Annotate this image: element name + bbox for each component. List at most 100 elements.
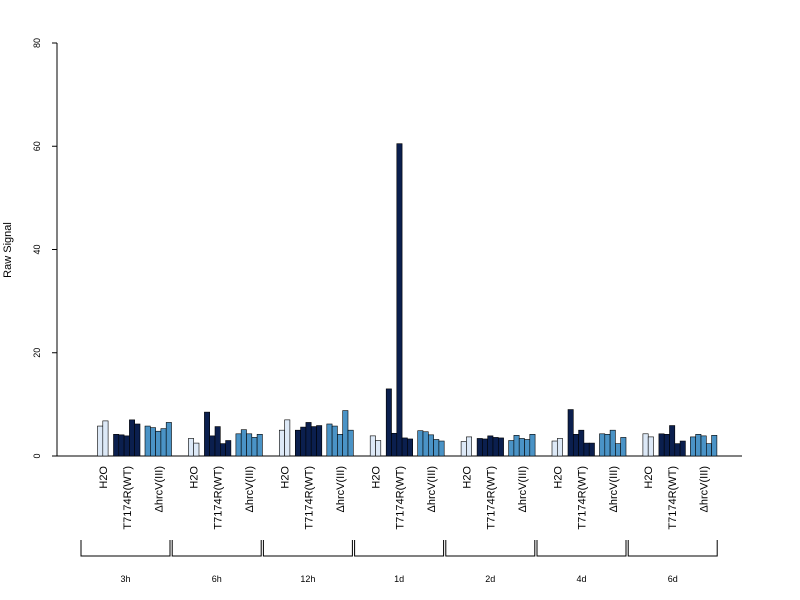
bar xyxy=(118,434,125,457)
bar xyxy=(604,434,611,457)
bar xyxy=(497,437,504,457)
condition-label: ΔhrcV(III) xyxy=(517,466,529,512)
bar xyxy=(375,440,382,457)
bar xyxy=(246,433,253,457)
bar xyxy=(460,441,467,457)
bar xyxy=(305,422,312,457)
y-tick-label: 60 xyxy=(32,141,42,151)
condition-label: T7174R(WT) xyxy=(576,466,588,530)
bar xyxy=(572,434,579,457)
bar xyxy=(150,427,156,457)
condition-label: ΔhrcV(III) xyxy=(426,466,438,512)
y-tick-label: 40 xyxy=(32,244,42,254)
y-axis-label: Raw Signal xyxy=(2,222,14,278)
time-label: 6h xyxy=(212,574,222,584)
condition-label: H2O xyxy=(371,466,383,489)
y-tick-label: 20 xyxy=(32,348,42,358)
bar xyxy=(513,435,520,457)
bar xyxy=(310,426,317,457)
bar xyxy=(529,434,536,457)
time-bracket xyxy=(262,540,353,557)
bar xyxy=(615,443,622,457)
bar xyxy=(695,434,702,457)
bar xyxy=(144,425,151,457)
bar xyxy=(620,437,627,457)
bar xyxy=(417,430,424,457)
time-label: 3h xyxy=(120,574,130,584)
condition-label: ΔhrcV(III) xyxy=(153,466,165,512)
bar xyxy=(369,435,376,457)
bar xyxy=(294,429,301,457)
bar xyxy=(679,440,686,457)
condition-label: T7174R(WT) xyxy=(394,466,406,530)
bar xyxy=(225,440,232,457)
time-label: 2d xyxy=(485,574,495,584)
bar xyxy=(188,438,194,457)
bar xyxy=(438,440,445,457)
bar xyxy=(251,437,258,457)
bar xyxy=(700,435,707,457)
time-bracket xyxy=(171,540,262,557)
bar xyxy=(316,425,323,457)
bar xyxy=(160,428,167,457)
bar xyxy=(331,425,338,457)
y-axis: 0 20 40 60 80 xyxy=(32,38,58,459)
bar xyxy=(129,419,135,457)
time-label: 6d xyxy=(668,574,678,584)
y-tick-label: 0 xyxy=(32,453,42,458)
condition-label: T7174R(WT) xyxy=(485,466,497,530)
bar xyxy=(391,432,398,457)
bar xyxy=(347,429,354,457)
bar xyxy=(401,437,408,457)
condition-label: H2O xyxy=(98,466,110,489)
condition-label: ΔhrcV(III) xyxy=(335,466,347,512)
condition-label: T7174R(WT) xyxy=(213,466,225,530)
bar xyxy=(551,440,558,457)
bar xyxy=(220,443,226,457)
condition-label: T7174R(WT) xyxy=(122,466,134,530)
bar xyxy=(385,388,392,457)
bar xyxy=(476,438,483,457)
bar xyxy=(674,443,681,457)
bar xyxy=(705,443,712,457)
bar xyxy=(337,434,343,457)
condition-label: H2O xyxy=(280,466,292,489)
bar xyxy=(214,426,221,457)
time-bracket xyxy=(627,540,718,557)
bar xyxy=(567,409,574,457)
bar xyxy=(427,434,434,457)
condition-label: T7174R(WT) xyxy=(304,466,316,530)
bar xyxy=(326,423,333,457)
condition-labels-layer: H2O T7174R(WT) ΔhrcV(III) H2O T7174R(WT) Δhrc… xyxy=(98,466,711,530)
bar xyxy=(123,435,130,457)
condition-label: T7174R(WT) xyxy=(667,466,679,530)
bar xyxy=(155,430,162,457)
time-label: 4d xyxy=(576,574,586,584)
bar xyxy=(508,440,515,457)
time-label: 1d xyxy=(394,574,404,584)
bar xyxy=(102,420,109,457)
bar xyxy=(278,429,285,457)
condition-label: H2O xyxy=(643,466,655,489)
bar xyxy=(642,433,649,457)
time-label: 12h xyxy=(300,574,315,584)
bar xyxy=(300,426,307,457)
bar xyxy=(492,437,499,457)
condition-label: H2O xyxy=(461,466,473,489)
bar xyxy=(669,425,676,457)
bar xyxy=(193,442,200,457)
condition-label: ΔhrcV(III) xyxy=(244,466,256,512)
bar xyxy=(588,442,595,457)
condition-label: ΔhrcV(III) xyxy=(699,466,711,512)
time-bracket xyxy=(445,540,536,557)
bar xyxy=(658,433,665,457)
bar xyxy=(240,429,247,457)
time-bracket xyxy=(80,540,171,557)
bar xyxy=(711,435,718,457)
bar xyxy=(407,438,413,457)
bar xyxy=(518,438,525,457)
bar xyxy=(134,423,141,457)
bar xyxy=(487,435,494,457)
bar xyxy=(97,425,104,457)
